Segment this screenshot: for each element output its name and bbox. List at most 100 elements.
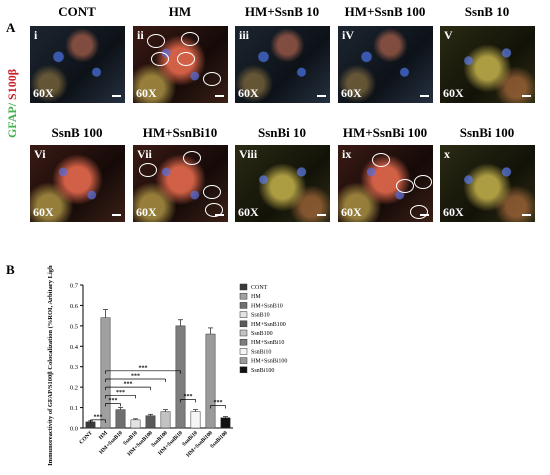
magnification-label: 60X	[136, 86, 157, 100]
condition-title: SsnBi 10	[257, 125, 307, 140]
significance-stars: ***	[94, 414, 103, 420]
significance-stars: ***	[116, 390, 125, 396]
y-tick-label: 0.2	[70, 385, 78, 392]
bar	[205, 333, 216, 429]
magnification-label: 60X	[33, 205, 54, 219]
micrograph-image: iii 60X	[235, 26, 330, 103]
condition-title: HM+SsnB 10	[244, 4, 320, 19]
condition-title: SsnB 10	[464, 4, 510, 19]
highlight-circle	[203, 185, 221, 199]
subpanel-numeral: ix	[342, 147, 352, 161]
subpanel-numeral: Vi	[34, 147, 46, 161]
bar	[115, 409, 126, 429]
legend-swatch	[239, 338, 248, 346]
significance-stars: ***	[124, 382, 133, 388]
legend-swatch	[239, 302, 248, 309]
legend-entry: SsnB100	[251, 331, 273, 337]
magnification-label: 60X	[443, 205, 464, 219]
legend-swatch	[239, 366, 248, 374]
magnification-label: 60X	[238, 205, 259, 219]
highlight-circle	[151, 52, 169, 66]
highlight-circle	[203, 72, 221, 86]
highlight-circle	[183, 151, 201, 165]
highlight-circle	[147, 34, 165, 48]
condition-title: HM+SsnBi10	[142, 125, 218, 140]
subpanel-numeral: x	[444, 147, 450, 161]
significance-stars: ***	[139, 365, 148, 371]
y-tick-label: 0.4	[70, 344, 79, 351]
micrograph-image: Vi 60X	[30, 145, 125, 222]
scale-bar	[522, 95, 531, 97]
highlight-circle	[205, 203, 223, 217]
highlight-circle	[396, 179, 414, 193]
scale-bar	[112, 214, 121, 216]
micrograph-image: ii 60X	[133, 26, 228, 103]
legend-entry: HM	[251, 294, 261, 300]
condition-title: HM	[168, 4, 192, 19]
subpanel-numeral: iii	[239, 28, 250, 42]
y-axis-label: Immunoreactivity of GFAP/S100β Colocaliz…	[47, 265, 54, 466]
magnification-label: 60X	[341, 86, 362, 100]
legend-entry: HM+SsnB10	[251, 303, 283, 309]
panel-b-letter: B	[6, 262, 15, 277]
significance-stars: ***	[184, 394, 193, 400]
legend-swatch	[239, 348, 248, 355]
bar	[145, 415, 156, 429]
bar	[175, 325, 186, 429]
legend-entry: HM+SsnBi100	[251, 359, 287, 365]
y-tick-label: 0.5	[70, 323, 78, 330]
highlight-circle	[372, 153, 390, 167]
highlight-circle	[139, 163, 157, 177]
significance-stars: ***	[214, 400, 223, 406]
subpanel-numeral: Viii	[239, 147, 258, 161]
highlight-circle	[177, 52, 195, 66]
micrograph-image: x 60X	[440, 145, 535, 222]
scale-bar	[522, 214, 531, 216]
y-tick-label: 0.3	[70, 364, 78, 371]
highlight-circle	[414, 175, 432, 189]
magnification-label: 60X	[33, 86, 54, 100]
subpanel-numeral: ii	[137, 28, 144, 42]
micrograph-image: ix 60X	[338, 145, 433, 222]
legend-swatch	[239, 292, 248, 300]
scale-bar	[112, 95, 121, 97]
significance-stars: ***	[109, 398, 118, 404]
condition-title: SsnB 100	[51, 125, 103, 140]
condition-title: HM+SsnB 100	[344, 4, 426, 19]
magnification-label: 60X	[136, 205, 157, 219]
bar	[130, 419, 141, 429]
scale-bar	[317, 214, 326, 216]
legend-swatch	[239, 311, 248, 318]
bar	[190, 411, 201, 429]
legend-swatch	[239, 329, 248, 337]
legend-entry: CONT	[251, 285, 268, 291]
subpanel-numeral: V	[444, 28, 453, 42]
magnification-label: 60X	[341, 205, 362, 219]
micrograph-image: V 60X	[440, 26, 535, 103]
y-tick-label: 0.6	[70, 303, 79, 310]
legend-entry: HM+SsnBi10	[251, 340, 284, 346]
micrograph-image: Viii 60X	[235, 145, 330, 222]
scale-bar	[420, 95, 429, 97]
y-tick-label: 0.7	[70, 283, 79, 290]
subpanel-numeral: iV	[342, 28, 354, 42]
condition-title: CONT	[58, 4, 96, 19]
legend-swatch	[239, 283, 248, 291]
legend-swatch	[239, 357, 248, 364]
legend-entry: SsnB10	[251, 313, 270, 319]
colocalization-bar-chart: 0.0 0.1 0.2 0.3 0.4 0.5 0.6 0.7 Immunoreactivity…	[47, 265, 287, 466]
y-tick-label: 0.0	[70, 426, 78, 433]
bar	[160, 411, 171, 429]
scale-bar	[317, 95, 326, 97]
legend-swatch	[239, 320, 248, 328]
magnification-label: 60X	[238, 86, 259, 100]
micrograph-image: i 60X	[30, 26, 125, 103]
condition-title: SsnBi 100	[459, 125, 515, 140]
condition-title: HM+SsnBi 100	[342, 125, 428, 140]
micrograph-image: Vii 60X	[133, 145, 228, 222]
x-tick-label: CONT	[78, 430, 94, 446]
scale-bar	[215, 95, 224, 97]
legend-entry: HM+SsnB100	[251, 322, 286, 328]
subpanel-numeral: i	[34, 28, 38, 42]
bar	[220, 417, 231, 429]
